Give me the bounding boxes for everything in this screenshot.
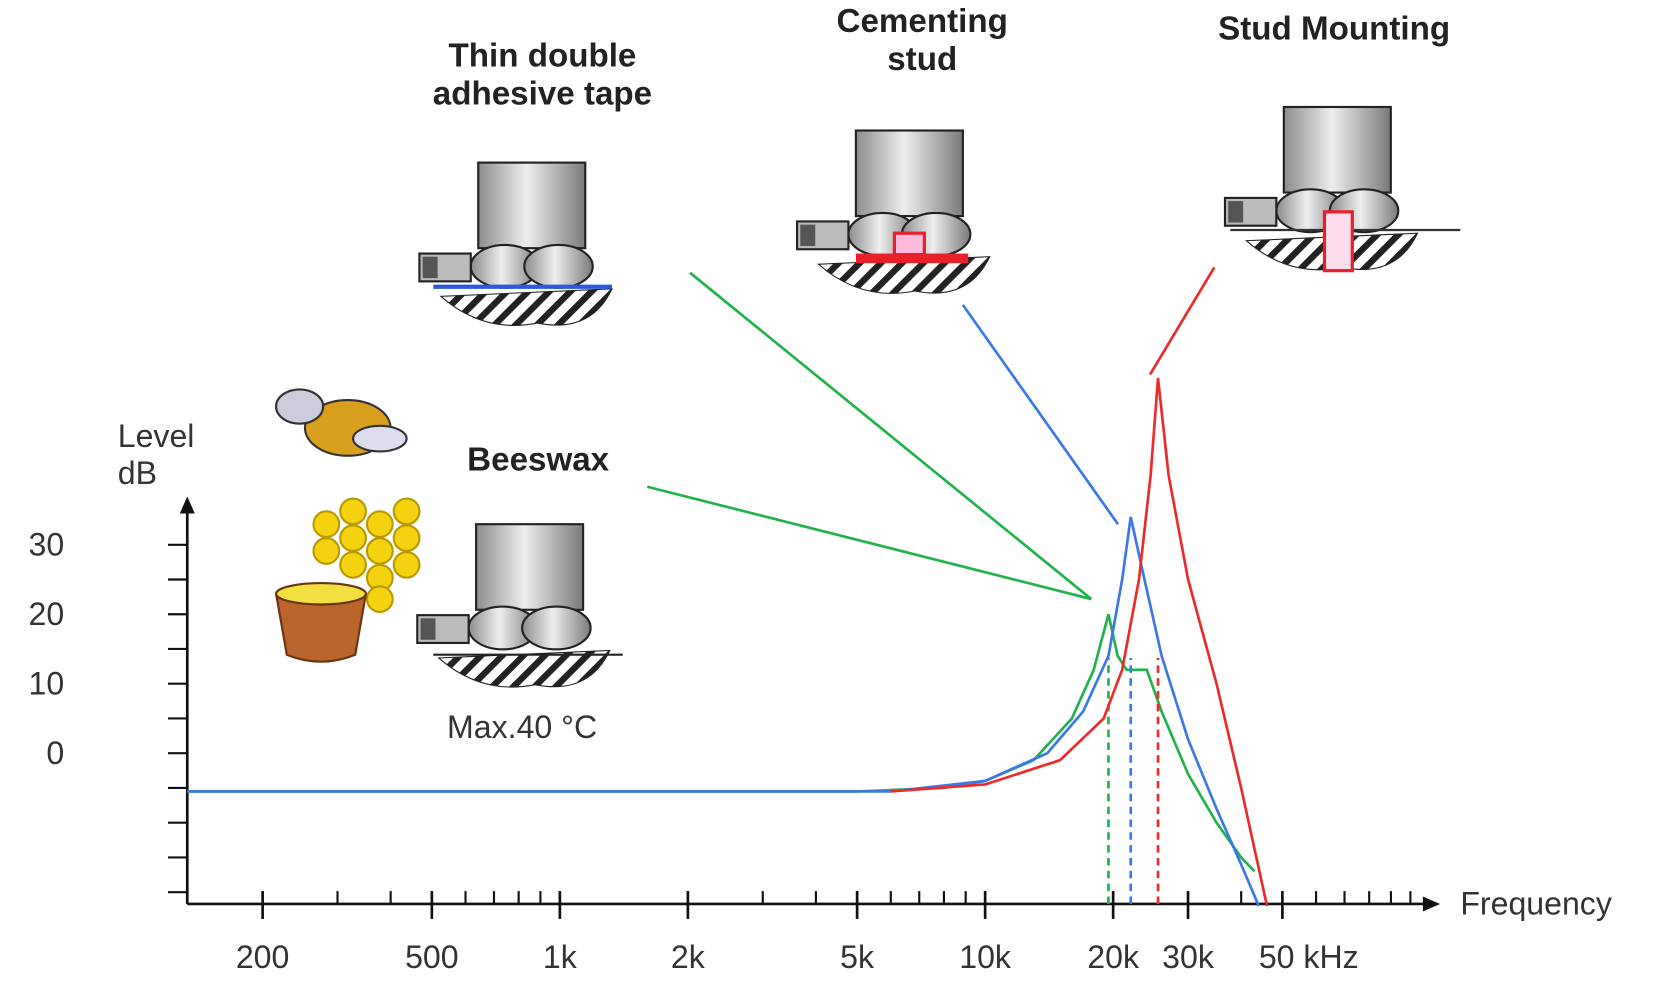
x-tick-label: 30k — [1162, 939, 1215, 975]
series-label: Stud Mounting — [1218, 11, 1450, 48]
leader-line — [690, 273, 1091, 599]
stud-icon — [894, 233, 924, 254]
sensor-icon — [1225, 107, 1418, 270]
y-tick-label: 0 — [46, 735, 64, 771]
annotation: Max.40 °C — [447, 709, 597, 745]
series-line — [891, 378, 1267, 906]
sensor-icon — [797, 131, 990, 294]
x-axis-label: Frequency — [1460, 886, 1612, 922]
leader-line — [963, 305, 1118, 524]
x-tick-label: 50 kHz — [1259, 939, 1359, 975]
leader-line — [647, 487, 1091, 599]
x-tick-label: 20k — [1087, 939, 1140, 975]
x-tick-label: 200 — [236, 939, 290, 975]
y-tick-label: 30 — [29, 526, 65, 562]
stud-icon — [1324, 212, 1352, 271]
x-tick-label: 1k — [543, 939, 578, 975]
x-tick-label: 2k — [671, 939, 706, 975]
beeswax-illustration — [276, 389, 419, 661]
mounting-icons — [417, 107, 1460, 687]
sensor-icon — [417, 524, 610, 687]
y-axis-arrow — [180, 496, 195, 513]
x-tick-label: 500 — [405, 939, 459, 975]
x-tick-label: 10k — [959, 939, 1012, 975]
sensor-icon — [419, 163, 612, 326]
y-tick-label: 20 — [29, 596, 65, 632]
leader-line — [1150, 267, 1214, 374]
x-tick-label: 5k — [840, 939, 875, 975]
page: {"chart_data": { "type": "line", "xlabel… — [0, 0, 1669, 981]
x-axis-arrow — [1423, 896, 1440, 911]
leader-lines — [647, 267, 1214, 599]
y-tick-label: 10 — [29, 665, 65, 701]
series-label: Beeswax — [467, 442, 609, 479]
chart: Thin doubleadhesive tape Cementingstud S… — [0, 0, 1669, 981]
